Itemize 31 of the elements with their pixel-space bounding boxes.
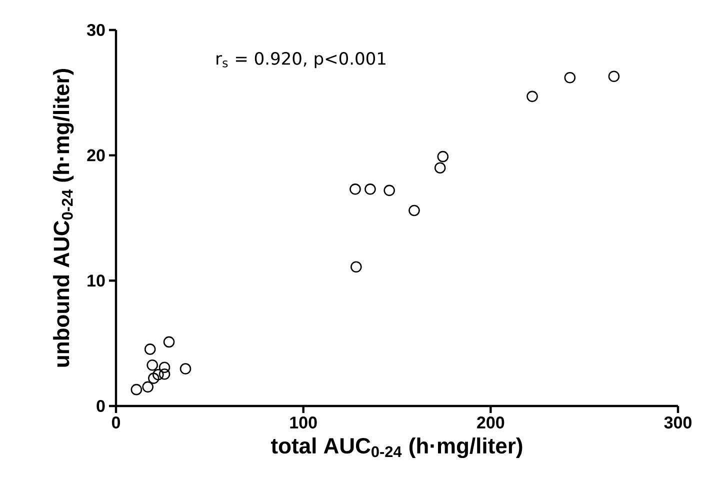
- point: [564, 72, 576, 84]
- point: [158, 368, 170, 380]
- point: [526, 90, 538, 102]
- point: [350, 261, 362, 273]
- point: [437, 150, 449, 162]
- x-tick-label: 100: [290, 416, 317, 429]
- point: [180, 363, 192, 374]
- point: [408, 204, 420, 216]
- point: [152, 369, 164, 380]
- point: [142, 381, 154, 393]
- point: [364, 184, 376, 195]
- x-axis-title: total AUC$_{0-24}$ (h·mg/liter): [271, 437, 522, 458]
- y-tick-label: 10: [88, 274, 105, 287]
- point: [130, 384, 142, 396]
- point: [434, 162, 446, 174]
- point: [158, 362, 170, 374]
- x-tick-label: 0: [112, 416, 120, 429]
- y-axis-title: unbound AUC$_{0-24}$ (h·mg/liter): [53, 69, 74, 367]
- point: [608, 70, 620, 82]
- point: [146, 359, 158, 371]
- y-tick-label: 20: [87, 149, 105, 162]
- x-tick-label: 300: [664, 416, 692, 429]
- point: [350, 184, 361, 195]
- point: [384, 184, 395, 196]
- x-tick-label: 200: [477, 416, 504, 429]
- annotation: r$_{s}$ = 0.920, p<0.001: [216, 52, 386, 68]
- point: [144, 344, 156, 355]
- y-tick-label: 30: [86, 24, 105, 36]
- point: [148, 372, 160, 384]
- point: [163, 336, 175, 348]
- y-tick-label: 0: [96, 400, 105, 412]
